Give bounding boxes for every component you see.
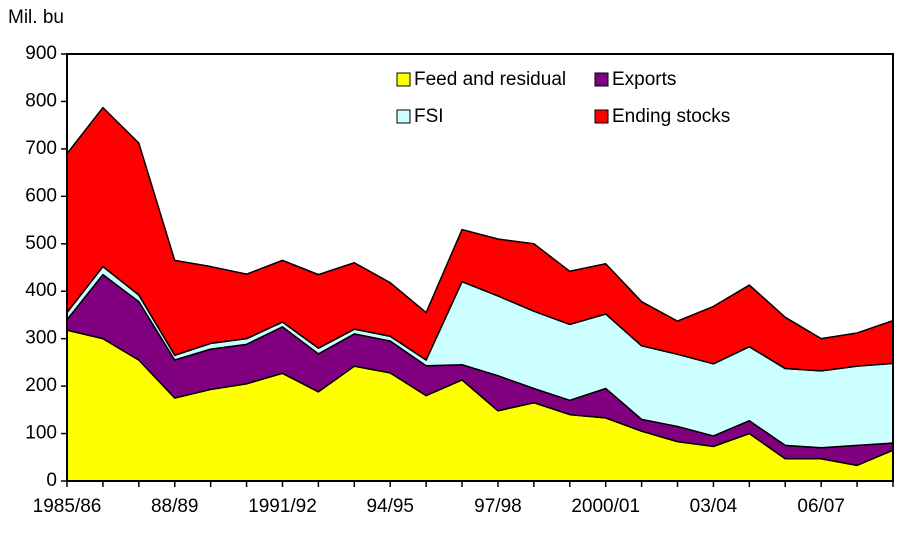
x-tick-label: 1991/92 bbox=[248, 496, 317, 517]
legend-label: FSI bbox=[414, 106, 444, 127]
x-tick-label: 94/95 bbox=[366, 496, 414, 517]
legend-label: Feed and residual bbox=[414, 69, 566, 90]
y-tick-label: 500 bbox=[25, 233, 57, 254]
x-tick-label: 88/89 bbox=[151, 496, 199, 517]
x-tick-label: 06/07 bbox=[797, 496, 845, 517]
legend-swatch bbox=[594, 109, 609, 124]
y-axis-label: Mil. bu bbox=[8, 7, 64, 28]
y-tick-label: 600 bbox=[25, 185, 57, 206]
y-tick-label: 900 bbox=[25, 43, 57, 64]
plot-frame bbox=[66, 53, 894, 482]
y-tick-label: 0 bbox=[46, 470, 57, 491]
y-tick-label: 400 bbox=[25, 280, 57, 301]
legend-label: Exports bbox=[612, 69, 676, 90]
y-tick-label: 800 bbox=[25, 90, 57, 111]
y-tick-label: 100 bbox=[25, 423, 57, 444]
y-tick-label: 700 bbox=[25, 138, 57, 159]
y-tick-label: 300 bbox=[25, 328, 57, 349]
x-tick-label: 97/98 bbox=[474, 496, 522, 517]
y-tick-label: 200 bbox=[25, 375, 57, 396]
legend-swatch bbox=[396, 72, 411, 87]
x-tick-label: 03/04 bbox=[690, 496, 738, 517]
legend-swatch bbox=[396, 109, 411, 124]
legend-label: Ending stocks bbox=[612, 106, 730, 127]
legend-swatch bbox=[594, 72, 609, 87]
x-tick-label: 1985/86 bbox=[33, 496, 102, 517]
x-tick-label: 2000/01 bbox=[571, 496, 640, 517]
